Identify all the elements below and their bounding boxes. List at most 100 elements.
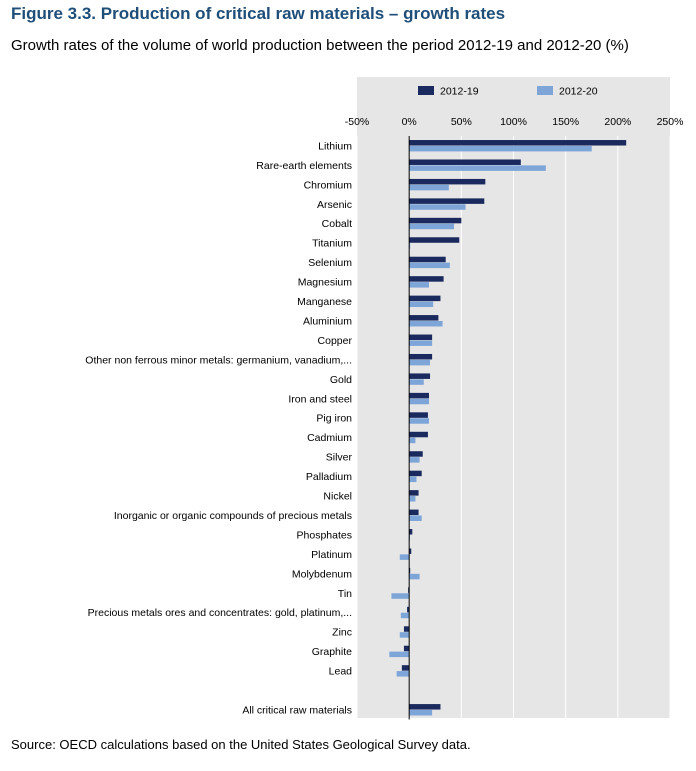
bar-2012-19	[409, 295, 441, 302]
bar-2012-19	[409, 334, 433, 341]
category-label: Cobalt	[322, 218, 352, 230]
bar-2012-19	[403, 645, 410, 652]
bar-2012-20	[409, 496, 416, 502]
bar-2012-19	[409, 470, 422, 477]
category-label: Manganese	[297, 296, 352, 308]
bar-2012-19	[409, 256, 446, 263]
bar-2012-20	[409, 359, 431, 366]
category-label: Graphite	[312, 646, 352, 658]
category-label: Silver	[326, 452, 353, 464]
category-label: Cadmium	[307, 432, 352, 444]
bar-2012-20	[409, 457, 420, 463]
bar-2012-19	[403, 626, 410, 632]
category-label: Palladium	[306, 471, 352, 483]
category-label: Gold	[330, 374, 352, 386]
bar-2012-19	[409, 198, 485, 204]
bar-2012-20	[409, 437, 416, 444]
bar-2012-20	[399, 632, 410, 638]
bar-2012-20	[409, 320, 443, 327]
bar-2012-20	[391, 593, 410, 599]
bars	[389, 140, 627, 716]
x-tick-label: 0%	[402, 116, 417, 128]
category-label: Nickel	[323, 491, 352, 503]
category-label: Tin	[338, 588, 352, 600]
bar-2012-20	[409, 418, 429, 424]
chart-subtitle: Growth rates of the volume of world prod…	[11, 37, 629, 54]
chart-title: Figure 3.3. Production of critical raw m…	[11, 4, 506, 23]
category-label: Lithium	[318, 140, 352, 152]
bar-2012-20	[409, 515, 422, 521]
bar-2012-20	[409, 243, 411, 249]
bar-2012-19	[409, 567, 411, 574]
source-note: Source: OECD calculations based on the U…	[11, 737, 471, 752]
bar-2012-20	[389, 651, 410, 658]
x-tick-label: 100%	[500, 116, 527, 128]
category-label: Chromium	[304, 179, 353, 191]
bar-2012-19	[409, 178, 486, 185]
bar-2012-20	[409, 184, 449, 191]
bar-2012-19	[409, 490, 419, 496]
bar-2012-20	[409, 165, 546, 171]
bar-2012-19	[401, 665, 410, 671]
bar-2012-19	[409, 353, 433, 360]
bar-2012-19	[409, 529, 413, 535]
bar-2012-20	[409, 398, 429, 405]
bar-2012-19	[409, 217, 462, 224]
bar-2012-19	[409, 373, 431, 379]
x-axis-ticks: -50% 0% 50% 100% 150% 200% 250%	[345, 116, 684, 128]
bar-2012-20	[409, 262, 450, 269]
legend-label-2012-19: 2012-19	[440, 86, 479, 98]
gridlines	[356, 136, 671, 720]
legend-swatch-2012-20	[537, 86, 553, 95]
bar-2012-19	[408, 587, 410, 593]
bar-2012-19	[409, 451, 423, 457]
category-label: Arsenic	[317, 199, 352, 211]
x-tick-label: 200%	[604, 116, 631, 128]
category-label: Zinc	[332, 627, 352, 639]
x-tick-label: 150%	[552, 116, 579, 128]
bar-2012-20	[400, 612, 410, 619]
category-label: Phosphates	[297, 529, 352, 541]
category-label: Titanium	[312, 238, 352, 250]
legend: 2012-19 2012-20	[418, 86, 598, 98]
category-label: Copper	[318, 335, 353, 347]
bar-2012-19	[409, 704, 441, 710]
category-label: Magnesium	[298, 277, 353, 289]
bar-2012-19	[409, 159, 521, 165]
category-label: Platinum	[311, 549, 352, 561]
bar-2012-20	[409, 573, 420, 580]
bar-2012-19	[409, 140, 627, 146]
bar-2012-20	[409, 204, 466, 210]
bar-2012-20	[396, 671, 410, 677]
bar-2012-20	[409, 282, 429, 288]
category-label: Iron and steel	[288, 393, 352, 405]
x-tick-label: -50%	[345, 116, 370, 128]
bar-2012-20	[409, 709, 433, 716]
bar-2012-19	[409, 315, 439, 321]
bar-2012-19	[409, 431, 428, 438]
legend-label-2012-20: 2012-20	[559, 86, 598, 98]
x-tick-label: 250%	[657, 116, 684, 128]
category-labels: Lithium Rare-earth elements Chromium Arseni…	[85, 140, 352, 716]
category-label: Lead	[329, 666, 353, 678]
bar-2012-19	[409, 509, 419, 516]
category-label: Precious metals ores and concentrates: g…	[88, 607, 352, 619]
x-tick-label: 50%	[451, 116, 472, 128]
bar-2012-20	[409, 223, 455, 230]
bar-2012-19	[409, 412, 428, 418]
category-label: Inorganic or organic compounds of precio…	[114, 510, 352, 522]
category-label: All critical raw materials	[242, 704, 352, 716]
bar-2012-20	[409, 379, 424, 385]
category-label: Aluminium	[303, 315, 352, 327]
bar-2012-19	[409, 392, 429, 399]
bar-2012-19	[407, 606, 410, 613]
legend-swatch-2012-19	[418, 86, 434, 95]
category-label: Pig iron	[316, 413, 352, 425]
bar-2012-20	[409, 145, 592, 152]
category-label: Molybdenum	[292, 568, 352, 580]
bar-2012-20	[409, 340, 433, 346]
bar-2012-20	[399, 554, 410, 560]
bar-2012-20	[409, 476, 417, 483]
category-label: Other non ferrous minor metals: germaniu…	[85, 354, 352, 366]
